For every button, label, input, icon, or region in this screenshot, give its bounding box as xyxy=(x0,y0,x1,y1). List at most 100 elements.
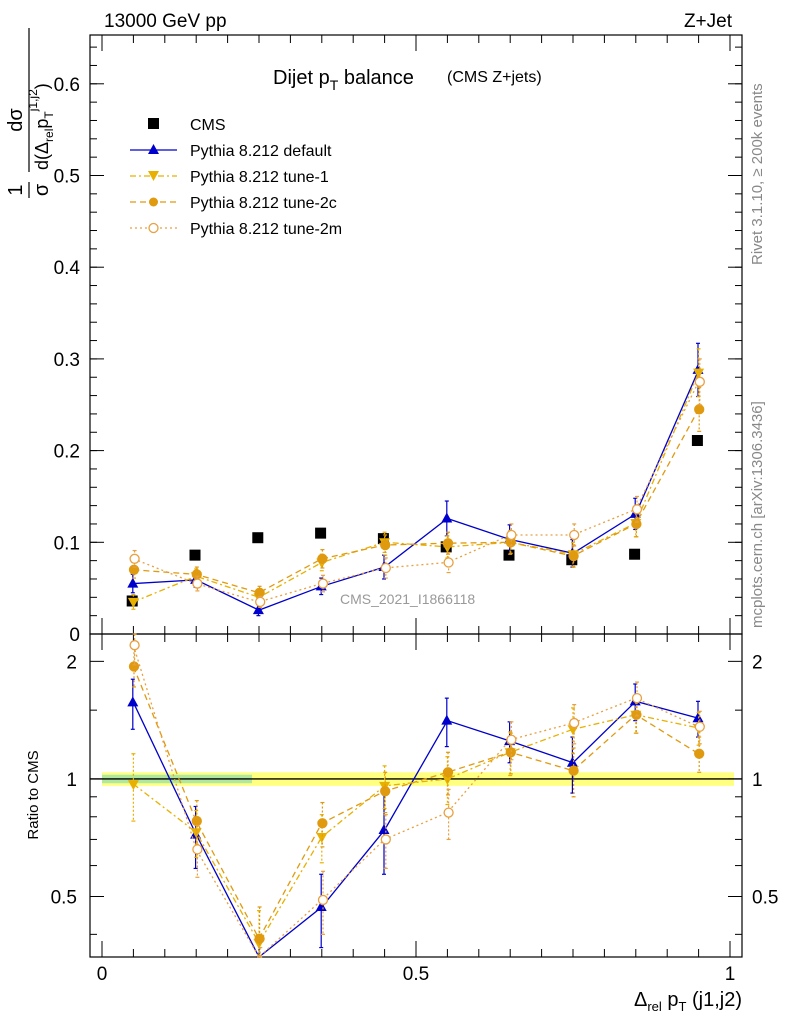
ratio-ytick-label-left: 1 xyxy=(66,770,77,791)
main-series-data-square xyxy=(126,435,703,607)
ratio-ytick-label-right: 0.5 xyxy=(752,888,778,909)
legend-tune2m-marker xyxy=(148,222,159,234)
ratio-ytick-label-left: 0.5 xyxy=(51,888,77,909)
ratio-default-point xyxy=(315,900,327,911)
main-tune2m-point xyxy=(129,553,140,564)
legend-tune2c-marker xyxy=(149,197,158,207)
legend-tune2m-label: Pythia 8.212 tune-2m xyxy=(190,221,342,238)
ratio-tune2c-point xyxy=(317,818,328,829)
main-ytick-label: 0.3 xyxy=(54,350,80,371)
main-series-layer xyxy=(126,342,705,617)
main-tune1-point xyxy=(127,597,139,608)
main-data-square-point xyxy=(252,532,264,544)
main-tune2m-point xyxy=(694,376,705,387)
ratio-tune2m-point xyxy=(317,894,329,906)
ratio-xtick-label: 0.5 xyxy=(403,964,429,985)
ratio-tune1-point xyxy=(441,774,453,785)
ratio-tune2m-point xyxy=(192,844,203,855)
legend-cms-label: CMS xyxy=(190,117,226,134)
ratio-tune1-line xyxy=(133,714,699,945)
main-ytick-label: 0.5 xyxy=(54,167,80,188)
main-tune2c-point xyxy=(694,404,705,415)
ratio-default-line xyxy=(132,700,699,959)
main-tune2c-point xyxy=(568,550,579,562)
main-tune2m-point xyxy=(192,578,203,589)
ratio-ytick-label-right: 1 xyxy=(752,770,763,791)
ratio-tune2m-line xyxy=(132,644,699,959)
main-tune1-line xyxy=(133,372,700,603)
ratio-band xyxy=(90,772,742,786)
ratio-series-tune2m xyxy=(129,633,705,959)
xlabel: Δrel pT (j1,j2) xyxy=(634,989,742,1014)
ylabel-denominator: d(ΔrelpTj1,j2) xyxy=(26,83,56,170)
ratio-tune2c-point xyxy=(568,765,579,776)
ratio-tune2m-point xyxy=(443,807,454,818)
ratio-tune2c-point xyxy=(191,815,202,827)
main-tune1-point xyxy=(693,368,705,379)
main-tune2c-point xyxy=(380,539,391,551)
main-default-point xyxy=(127,577,139,588)
main-tune2m-point xyxy=(255,596,266,608)
main-series-tune1 xyxy=(127,348,705,610)
ratio-tune2c-point xyxy=(694,748,705,759)
legend-default-label: Pythia 8.212 default xyxy=(190,143,332,160)
main-tune2c-line xyxy=(133,409,700,594)
chart-title-extra: (CMS Z+jets) xyxy=(447,69,542,86)
ratio-default-point xyxy=(127,696,139,707)
ratio-tune2c-point xyxy=(254,933,265,944)
ratio-ytick-label-right: 2 xyxy=(752,652,763,673)
main-data-square-point xyxy=(629,548,641,560)
ratio-panel-frame xyxy=(89,633,743,958)
ratio-series-default xyxy=(127,678,704,959)
main-series-tune2c xyxy=(128,386,705,600)
main-default-line xyxy=(133,369,700,611)
main-ytick-label: 0.2 xyxy=(54,442,80,463)
ratio-default-point xyxy=(378,824,390,835)
legend-tune2c-label: Pythia 8.212 tune-2c xyxy=(190,195,337,212)
main-tune2m-point xyxy=(443,557,454,568)
rivet-label: Rivet 3.1.10, ≥ 200k events xyxy=(749,83,766,265)
main-default-point xyxy=(441,512,453,523)
ratio-tune2c-line xyxy=(132,666,699,941)
analysis-id: CMS_2021_I1866118 xyxy=(340,591,475,607)
ratio-tune2c-point xyxy=(380,786,391,797)
ratio-tune2m-point xyxy=(129,640,140,651)
ratio-tune2m-point xyxy=(506,734,517,745)
main-tune2m-point xyxy=(569,529,580,541)
main-tune2m-line xyxy=(133,381,700,603)
ylabel-sigma: σ xyxy=(31,183,53,196)
legend-cms-marker xyxy=(148,118,159,129)
ratio-tune2m-point xyxy=(569,717,580,729)
process-label: Z+Jet xyxy=(684,11,733,32)
main-ytick-label: 0.6 xyxy=(54,75,80,96)
legend-default-marker xyxy=(148,144,159,154)
main-ytick-label: 0.4 xyxy=(54,258,81,279)
ratio-ytick-label-left: 2 xyxy=(66,652,77,673)
ratio-xtick-label: 0 xyxy=(97,964,108,985)
ratio-tune2c-point xyxy=(442,767,454,778)
ratio-default-point xyxy=(566,756,578,767)
main-series-tune2m xyxy=(129,358,705,609)
ratio-xtick-label: 1 xyxy=(725,964,736,985)
main-ytick-label: 0.1 xyxy=(54,533,80,554)
main-ylabel: 1 σ dσ d(ΔrelpTj1,j2) xyxy=(5,28,56,198)
ratio-tune2m-point xyxy=(694,721,705,732)
ratio-tune1-point xyxy=(316,833,328,844)
ratio-tune2m-point xyxy=(380,834,391,845)
legend: CMS Pythia 8.212 default Pythia 8.212 tu… xyxy=(130,117,342,238)
main-tune2c-point xyxy=(442,538,454,549)
legend-tune1-label: Pythia 8.212 tune-1 xyxy=(190,169,329,186)
axis-ticks: 0 0.1 0.2 0.3 0.4 0.5 0.6 0 0.5 1 0.5 0.5 1 1 2 2 xyxy=(51,35,778,985)
ratio-tune1-point xyxy=(127,780,139,791)
ratio-default-point xyxy=(441,714,453,725)
mcplots-label: mcplots.cern.ch [arXiv:1306.3436] xyxy=(749,401,766,628)
ylabel-one: 1 xyxy=(5,184,27,195)
ratio-tune2m-point xyxy=(631,692,643,704)
ratio-ylabel: Ratio to CMS xyxy=(25,750,42,839)
main-data-square-point xyxy=(315,527,327,539)
ratio-series-tune2c xyxy=(128,647,705,958)
legend-tune1-marker xyxy=(148,171,159,181)
main-data-square-point xyxy=(691,435,703,447)
main-ytick-label: 0 xyxy=(69,625,80,646)
